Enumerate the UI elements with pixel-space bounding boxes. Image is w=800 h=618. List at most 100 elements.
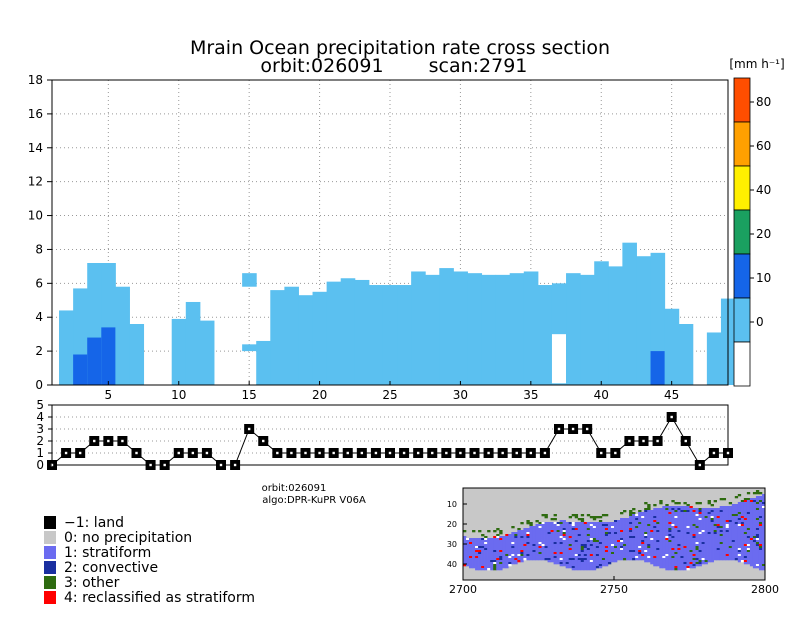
map-pixel — [592, 566, 597, 569]
map-pixel — [668, 510, 672, 513]
map-pixel — [758, 552, 763, 555]
map-pixel — [713, 556, 717, 559]
map-pixel — [559, 524, 563, 527]
map-pixel — [683, 520, 687, 523]
map-pixel — [496, 552, 500, 555]
map-pixel — [553, 528, 557, 531]
map-pixel — [556, 538, 560, 541]
map-pixel — [752, 502, 757, 505]
map-pixel — [589, 554, 594, 557]
map-pixel — [583, 534, 588, 537]
map-pixel — [607, 548, 612, 551]
map-pixel — [577, 548, 582, 551]
map-pixel — [604, 526, 609, 529]
map-pixel — [499, 556, 503, 559]
map-pixel — [761, 534, 766, 537]
map-pixel — [656, 532, 660, 535]
map-pixel — [668, 564, 672, 567]
map-pixel — [607, 526, 612, 529]
map-pixel — [571, 526, 576, 529]
map-pixel — [731, 558, 736, 561]
map-pixel — [617, 554, 621, 557]
map-pixel — [538, 556, 542, 559]
colorbar-label: 10 — [756, 271, 771, 285]
bar — [242, 344, 257, 352]
map-pixel — [680, 548, 684, 551]
map-pixel — [746, 522, 751, 525]
map-pixel — [719, 516, 724, 519]
map-pixel — [680, 506, 684, 509]
map-pixel — [743, 524, 748, 527]
map-pixel — [749, 516, 754, 519]
map-pixel — [752, 512, 757, 515]
map-pixel — [632, 518, 636, 521]
map-pixel — [553, 530, 557, 533]
map-pixel — [737, 560, 742, 563]
map-pixel — [758, 512, 763, 515]
map-pixel — [484, 542, 488, 545]
map-pixel — [589, 540, 594, 543]
map-pixel — [632, 548, 636, 551]
bar — [566, 273, 581, 385]
map-pixel — [689, 532, 693, 535]
map-pixel — [725, 526, 730, 529]
map-pixel — [499, 546, 503, 549]
map-pixel — [665, 540, 669, 543]
map-pixel — [493, 564, 497, 567]
map-pixel — [580, 546, 585, 549]
map-pixel — [755, 510, 760, 513]
map-pixel — [743, 528, 748, 531]
map-pixel — [716, 544, 720, 547]
map-pixel — [635, 524, 639, 527]
map-pixel — [689, 514, 693, 517]
map-pixel — [647, 552, 651, 555]
map-pixel — [538, 550, 542, 553]
map-pixel — [683, 510, 687, 513]
type-marker-dot — [543, 451, 547, 455]
bar — [495, 274, 511, 385]
map-pixel — [734, 534, 739, 537]
map-pixel — [547, 530, 551, 533]
map-pixel — [731, 544, 736, 547]
map-pixel — [586, 538, 591, 541]
map-pixel — [502, 544, 506, 547]
map-pixel — [731, 508, 736, 511]
map-pixel — [686, 504, 690, 507]
map-pixel — [610, 560, 615, 563]
map-pixel — [677, 554, 681, 557]
map-pixel — [740, 524, 745, 527]
map-pixel — [644, 524, 648, 527]
map-pixel — [544, 528, 548, 531]
map-pixel — [508, 560, 512, 563]
map-pixel — [734, 550, 739, 553]
map-pixel — [595, 542, 600, 545]
map-pixel — [571, 546, 576, 549]
map-pixel — [520, 544, 524, 547]
map-pixel — [737, 542, 742, 545]
map-pixel — [710, 542, 714, 545]
type-y-tick-label: 0 — [36, 458, 44, 472]
map-pixel — [632, 546, 636, 549]
map-pixel — [598, 530, 603, 533]
map-pixel — [728, 552, 733, 555]
map-pixel — [595, 532, 600, 535]
map-pixel — [538, 532, 542, 535]
map-pixel — [743, 508, 748, 511]
map-pixel — [532, 528, 536, 531]
map-pixel — [544, 546, 548, 549]
map-pixel — [526, 546, 530, 549]
map-pixel — [701, 540, 705, 543]
map-pixel — [526, 530, 530, 533]
map-pixel — [478, 546, 482, 549]
map-pixel — [565, 540, 569, 543]
map-pixel — [484, 560, 488, 563]
map-pixel — [535, 558, 539, 561]
map-pixel — [683, 512, 687, 515]
map-pixel — [604, 538, 609, 541]
map-pixel — [659, 546, 663, 549]
map-pixel — [752, 554, 757, 557]
map-pixel — [484, 548, 488, 551]
map-pixel — [601, 542, 606, 545]
map-pixel — [469, 544, 473, 547]
map-pixel — [541, 540, 545, 543]
